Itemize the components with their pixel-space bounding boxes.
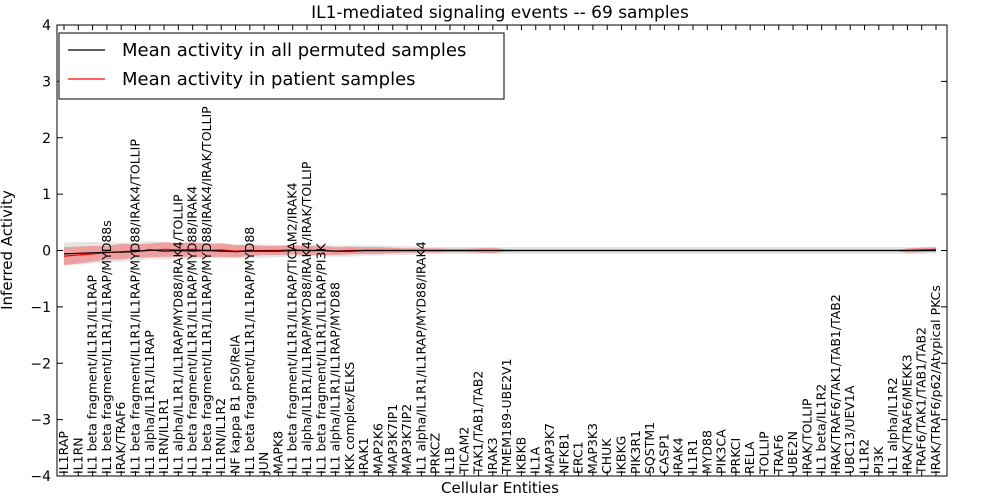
x-tick-label: IL1 alpha/IL1R1/IL1RAP/MYD88/IRAK4/TOLLI… [170,194,185,474]
x-tick-label: IL1 beta fragment/IL1R1/IL1RAP [85,274,100,474]
x-tick-label: IL1 alpha/IL1R1/IL1RAP [142,330,157,474]
x-tick-label: IL1RN/IL1R1 [156,398,171,474]
confidence-bands [64,240,936,266]
x-tick-label: IL1 beta fragment/IL1R1/IL1RAP/MYD88/IRA… [185,186,200,474]
x-tick-label: MAP3K7 [542,423,557,474]
x-tick-label: JUN [256,452,271,475]
x-tick-label: IRAK/TOLLIP [799,398,814,474]
x-tick-label: UBE2N [785,431,800,474]
x-tick-label: IRAK/TRAF6/MEKK3 [899,354,914,474]
x-tick-label: TMEM189-UBE2V1 [499,358,514,475]
x-tick-label: ERC1 [571,441,586,474]
x-tick-label: NFKB1 [556,433,571,474]
x-tick-label: PRKCZ [428,433,443,474]
x-tick-label: TRAF6 [771,434,786,475]
x-tick-label: IL1 alpha/IL1R1/IL1RAP/MYD88 [328,282,343,474]
x-tick-label: MAPK8 [270,431,285,474]
x-tick-label: IL1R1 [685,439,700,474]
x-tick-label: IL1RN/IL1R2 [213,398,228,474]
legend: Mean activity in all permuted samples Me… [58,32,505,100]
y-tick-label: −1 [30,300,51,316]
y-tick-label: −2 [30,356,51,372]
x-tick-label: IL1RAP [56,431,71,474]
x-tick-label: MAP2K6 [370,423,385,474]
x-tick-label: PRKCI [728,438,743,474]
x-tick-label: CHUK [599,438,614,474]
band-patient [64,242,936,266]
x-tick-label: MAP3K3 [585,423,600,474]
y-tick-label: 1 [42,187,51,203]
x-tick-label: TOLLIP [756,431,771,475]
series-lines [63,248,937,257]
x-tick-label: IRAK4 [671,437,686,474]
y-tick-label: 3 [42,74,51,90]
x-tick-label: IKBKB [513,437,528,474]
x-tick-label: IL1 beta fragment/IL1R1/IL1RAP/MYD88 [242,227,257,474]
x-tick-label: TRAF6/TAK1/TAB1/TAB2 [914,327,929,475]
x-tick-label: IRAK3 [485,437,500,474]
y-axis-label: Inferred Activity [0,190,16,310]
x-tick-label: IRAK/TRAF6/p62/Atypical PKCs [928,285,943,474]
y-axis: −4 −3 −2 −1 0 1 2 3 4 [30,18,947,485]
band-permuted [64,240,936,266]
x-tick-label: IL1 beta/IL1R2 [814,384,829,474]
line-permuted [63,249,936,255]
x-tick-label: MYD88 [699,430,714,474]
x-tick-label: IL1 beta fragment/IL1R1/IL1RAP/MYD88/IRA… [127,139,142,474]
y-tick-label: 0 [42,244,51,260]
y-tick-label: 4 [42,18,51,34]
x-axis: IL1RAP IL1RN IL1 beta fragment/IL1R1/IL1RA… [56,25,943,476]
x-tick-label: IL1B [442,447,457,474]
x-tick-label: IL1R2 [857,439,872,474]
x-tick-label: MAP3K7IP1 [385,404,400,474]
x-tick-label: IL1 alpha/IL1R2 [885,377,900,474]
x-tick-label: MAP3K7IP2 [399,404,414,474]
x-tick-label: IKBKG [614,436,629,474]
x-tick-label: IL1 beta fragment/IL1R1/IL1RAP/TICAM2/IR… [285,183,300,474]
y-tick-label: −3 [30,413,51,429]
y-tick-label: 2 [42,131,51,147]
y-tick-label: −4 [30,469,51,485]
x-tick-label: NF kappa B1 p50/RelA [228,334,243,474]
x-tick-label: RELA [742,441,757,474]
x-tick-label: IRAK1 [356,437,371,474]
x-tick-label: IKK complex/ELKS [342,362,357,474]
x-tick-label: IL1 beta fragment/IL1R1/IL1RAP/MYD88/IRA… [199,106,214,474]
x-tick-label: SQSTM1 [642,422,657,474]
legend-box [58,32,505,100]
x-tick-label: PIK3CA [714,429,729,474]
x-tick-label: IL1 beta fragment/IL1R1/IL1RAP/PI3K [313,243,328,474]
x-tick-label: IL1RN [70,437,85,474]
x-tick-label: TAK1/TAB1/TAB2 [471,371,486,475]
x-tick-label: IRAK/TRAF6/TAK1/TAB1/TAB2 [828,294,843,474]
x-tick-label: UBC13/UEV1A [842,385,857,474]
x-tick-label: IL1 alpha/IL1R1/IL1RAP/MYD88/IRAK4/IRAK/… [299,161,314,474]
x-tick-label: TICAM2 [456,427,471,475]
chart-title: IL1-mediated signaling events -- 69 samp… [311,3,689,23]
x-axis-label: Cellular Entities [441,479,559,497]
x-tick-label: PIK3R1 [628,430,643,474]
x-tick-label: IL1 beta fragment/IL1R1/IL1RAP/MYD88s [99,220,114,474]
x-tick-label: CASP1 [656,433,671,474]
x-tick-label: IL1A [528,446,543,474]
legend-entry-patient: Mean activity in patient samples [122,69,416,90]
x-tick-label: IRAK/TRAF6 [113,402,128,474]
x-tick-label: PI3K [871,446,886,474]
x-tick-label: IL1 alpha/IL1R1/IL1RAP/MYD88/IRAK4 [413,241,428,474]
legend-entry-permuted: Mean activity in all permuted samples [122,40,466,61]
